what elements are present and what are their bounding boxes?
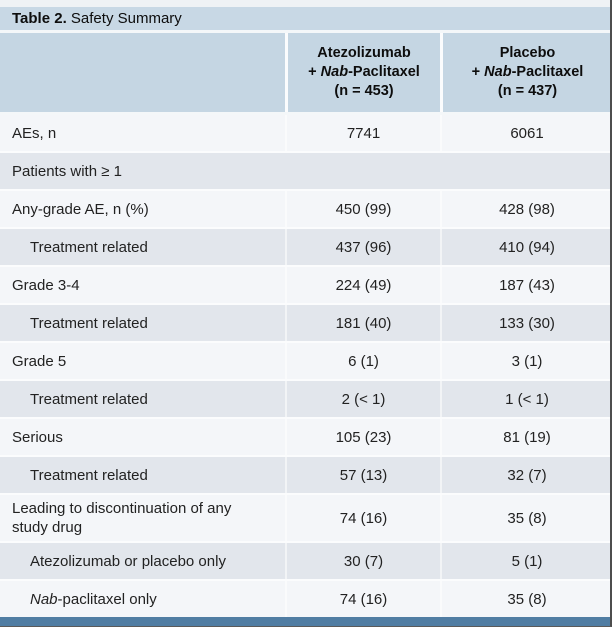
table-row: Treatment related 181 (40) 133 (30) — [0, 305, 610, 343]
column-drug-name: Atezolizumab — [317, 45, 411, 61]
table-title-text: Safety Summary — [66, 10, 182, 27]
value-cell: 428 (98) — [440, 191, 610, 227]
row-label: Treatment related — [30, 314, 148, 332]
table-row: AEs, n 7741 6061 — [0, 115, 610, 153]
value-cell: 437 (96) — [285, 229, 440, 265]
value-cell: 74 (16) — [285, 581, 440, 617]
value-cell: 224 (49) — [285, 267, 440, 303]
column-combo-line: + Nab-Paclitaxel — [308, 64, 420, 80]
section-label: Patients with ≥ 1 — [12, 162, 122, 180]
section-row: Patients with ≥ 1 — [0, 153, 610, 191]
value-cell: 74 (16) — [285, 495, 440, 541]
value-cell: 1 (< 1) — [440, 381, 610, 417]
column-header-row: Atezolizumab + Nab-Paclitaxel (n = 453) … — [0, 33, 610, 115]
column-header-atezolizumab: Atezolizumab + Nab-Paclitaxel (n = 453) — [285, 33, 440, 112]
bottom-accent-bar — [0, 617, 610, 626]
value-cell: 6061 — [440, 115, 610, 151]
row-label: Grade 3-4 — [12, 276, 80, 294]
stub-header-cell — [0, 33, 285, 112]
table-title-bar: Table 2. Safety Summary — [0, 7, 610, 33]
column-n-count: (n = 437) — [497, 83, 558, 99]
table-row: Grade 5 6 (1) 3 (1) — [0, 343, 610, 381]
value-cell: 81 (19) — [440, 419, 610, 455]
column-combo-line: + Nab-Paclitaxel — [471, 64, 584, 80]
column-drug-name: Placebo — [499, 45, 556, 61]
row-label: Atezolizumab or placebo only — [30, 552, 226, 570]
table-row: Grade 3-4 224 (49) 187 (43) — [0, 267, 610, 305]
value-cell: 35 (8) — [440, 495, 610, 541]
value-cell: 105 (23) — [285, 419, 440, 455]
value-cell: 32 (7) — [440, 457, 610, 493]
row-label: Leading to discontinuation of any study … — [12, 500, 232, 536]
value-cell: 30 (7) — [285, 543, 440, 579]
row-label: Treatment related — [30, 390, 148, 408]
value-cell: 181 (40) — [285, 305, 440, 341]
table-body: AEs, n 7741 6061 Patients with ≥ 1 Any-grade… — [0, 115, 610, 617]
row-label: Treatment related — [30, 466, 148, 484]
row-label: Nab-paclitaxel only — [30, 590, 157, 608]
row-label: Any-grade AE, n (%) — [12, 200, 149, 218]
value-cell: 57 (13) — [285, 457, 440, 493]
table-row: Nab-paclitaxel only 74 (16) 35 (8) — [0, 581, 610, 617]
value-cell: 3 (1) — [440, 343, 610, 379]
table-row: Atezolizumab or placebo only 30 (7) 5 (1) — [0, 543, 610, 581]
table-title: Table 2. Safety Summary — [12, 10, 182, 27]
row-label: AEs, n — [12, 124, 57, 142]
table-row: Treatment related 2 (< 1) 1 (< 1) — [0, 381, 610, 419]
row-label: Treatment related — [30, 238, 148, 256]
value-cell: 6 (1) — [285, 343, 440, 379]
row-label: Serious — [12, 428, 63, 446]
value-cell: 450 (99) — [285, 191, 440, 227]
value-cell: 2 (< 1) — [285, 381, 440, 417]
table-number: Table 2. — [12, 10, 67, 27]
column-header-placebo: Placebo + Nab-Paclitaxel (n = 437) — [440, 33, 610, 112]
table-row: Any-grade AE, n (%) 450 (99) 428 (98) — [0, 191, 610, 229]
value-cell: 133 (30) — [440, 305, 610, 341]
value-cell: 5 (1) — [440, 543, 610, 579]
value-cell: 410 (94) — [440, 229, 610, 265]
column-n-count: (n = 453) — [334, 83, 394, 99]
value-cell: 35 (8) — [440, 581, 610, 617]
table-row: Leading to discontinuation of any study … — [0, 495, 610, 543]
top-margin-strip — [0, 0, 610, 7]
table-row: Treatment related 437 (96) 410 (94) — [0, 229, 610, 267]
row-label: Grade 5 — [12, 352, 67, 370]
value-cell: 187 (43) — [440, 267, 610, 303]
table-row: Serious 105 (23) 81 (19) — [0, 419, 610, 457]
value-cell: 7741 — [285, 115, 440, 151]
table-row: Treatment related 57 (13) 32 (7) — [0, 457, 610, 495]
